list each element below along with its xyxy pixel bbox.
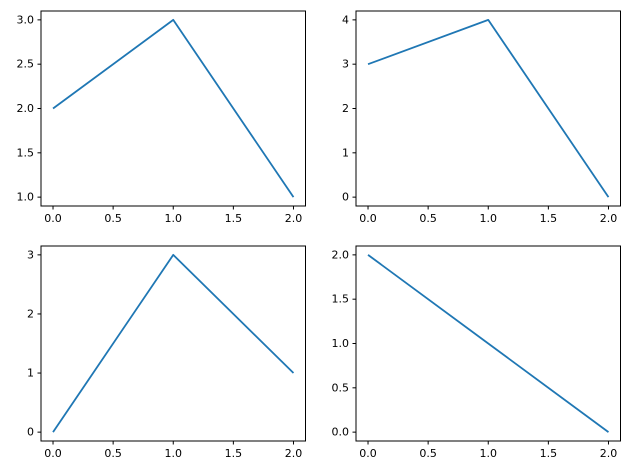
y-tick-label: 3 xyxy=(27,248,34,261)
x-axis: 0.0 0.5 1.0 1.5 2.0 xyxy=(359,206,617,225)
x-tick-label: 1.5 xyxy=(225,447,243,460)
line-chart-bottom-left: 0.0 0.5 1.0 1.5 2.0 0 1 2 3 xyxy=(0,235,315,470)
y-axis: 1.0 1.5 2.0 2.5 3.0 xyxy=(17,13,41,204)
subplot-bottom-right: 0.0 0.5 1.0 1.5 2.0 0.0 0.5 1.0 1.5 2.0 xyxy=(314,235,629,470)
y-tick-label: 0 xyxy=(27,426,34,439)
y-tick-label: 1.5 xyxy=(331,293,349,306)
x-tick-label: 0.0 xyxy=(359,447,377,460)
x-axis: 0.0 0.5 1.0 1.5 2.0 xyxy=(44,441,302,460)
y-tick-label: 1 xyxy=(342,146,349,159)
line-chart-bottom-right: 0.0 0.5 1.0 1.5 2.0 0.0 0.5 1.0 1.5 2.0 xyxy=(314,235,629,470)
axes-frame xyxy=(40,245,306,442)
x-tick-label: 0.5 xyxy=(419,212,437,225)
x-tick-label: 2.0 xyxy=(285,212,303,225)
y-axis: 0 1 2 3 xyxy=(27,248,41,439)
axes-frame xyxy=(355,10,621,207)
y-tick-label: 2.0 xyxy=(17,102,35,115)
axes-background xyxy=(0,235,315,470)
y-axis: 0.0 0.5 1.0 1.5 2.0 xyxy=(331,248,356,439)
axes-background xyxy=(0,0,315,235)
y-tick-label: 2 xyxy=(342,102,349,115)
y-tick-label: 3.0 xyxy=(17,13,35,26)
x-tick-label: 0.0 xyxy=(44,447,62,460)
x-tick-label: 0.5 xyxy=(104,212,122,225)
y-tick-label: 2 xyxy=(27,307,34,320)
x-tick-label: 1.0 xyxy=(479,447,497,460)
x-axis: 0.0 0.5 1.0 1.5 2.0 xyxy=(359,441,617,460)
y-tick-label: 3 xyxy=(342,58,349,71)
y-tick-label: 1.0 xyxy=(17,191,35,204)
x-tick-label: 0.0 xyxy=(44,212,62,225)
x-tick-label: 1.0 xyxy=(165,212,183,225)
axes-frame xyxy=(355,245,621,442)
x-tick-label: 0.5 xyxy=(419,447,437,460)
x-tick-label: 1.5 xyxy=(225,212,243,225)
y-tick-label: 0 xyxy=(342,191,349,204)
x-tick-label: 1.5 xyxy=(539,212,557,225)
x-axis: 0.0 0.5 1.0 1.5 2.0 xyxy=(44,206,302,225)
x-tick-label: 2.0 xyxy=(285,447,303,460)
subplot-top-left: 0.0 0.5 1.0 1.5 2.0 1.0 1.5 2.0 2.5 3.0 xyxy=(0,0,315,235)
y-axis: 0 1 2 3 4 xyxy=(342,13,356,204)
y-tick-label: 1.0 xyxy=(331,337,349,350)
line-chart-top-right: 0.0 0.5 1.0 1.5 2.0 0 1 2 3 4 xyxy=(314,0,629,235)
x-tick-label: 1.0 xyxy=(479,212,497,225)
y-tick-label: 4 xyxy=(342,13,349,26)
subplot-top-right: 0.0 0.5 1.0 1.5 2.0 0 1 2 3 4 xyxy=(314,0,629,235)
plot-line xyxy=(367,18,609,198)
line-chart-top-left: 0.0 0.5 1.0 1.5 2.0 1.0 1.5 2.0 2.5 3.0 xyxy=(0,0,315,235)
plot-line xyxy=(366,254,609,433)
y-tick-label: 0.5 xyxy=(331,381,349,394)
x-tick-label: 2.0 xyxy=(599,447,617,460)
x-tick-label: 0.0 xyxy=(359,212,377,225)
y-tick-label: 1 xyxy=(27,367,34,380)
y-tick-label: 2.5 xyxy=(17,58,35,71)
subplot-bottom-left: 0.0 0.5 1.0 1.5 2.0 0 1 2 3 xyxy=(0,235,315,470)
plot-line xyxy=(52,18,295,198)
plot-line xyxy=(52,253,295,433)
axes-background xyxy=(314,0,629,235)
x-tick-label: 0.5 xyxy=(104,447,122,460)
x-tick-label: 1.5 xyxy=(539,447,557,460)
axes-frame xyxy=(40,10,306,207)
x-tick-label: 1.0 xyxy=(165,447,183,460)
x-tick-label: 2.0 xyxy=(599,212,617,225)
y-tick-label: 1.5 xyxy=(17,146,35,159)
y-tick-label: 0.0 xyxy=(331,426,349,439)
axes-background xyxy=(314,235,629,470)
y-tick-label: 2.0 xyxy=(331,248,349,261)
